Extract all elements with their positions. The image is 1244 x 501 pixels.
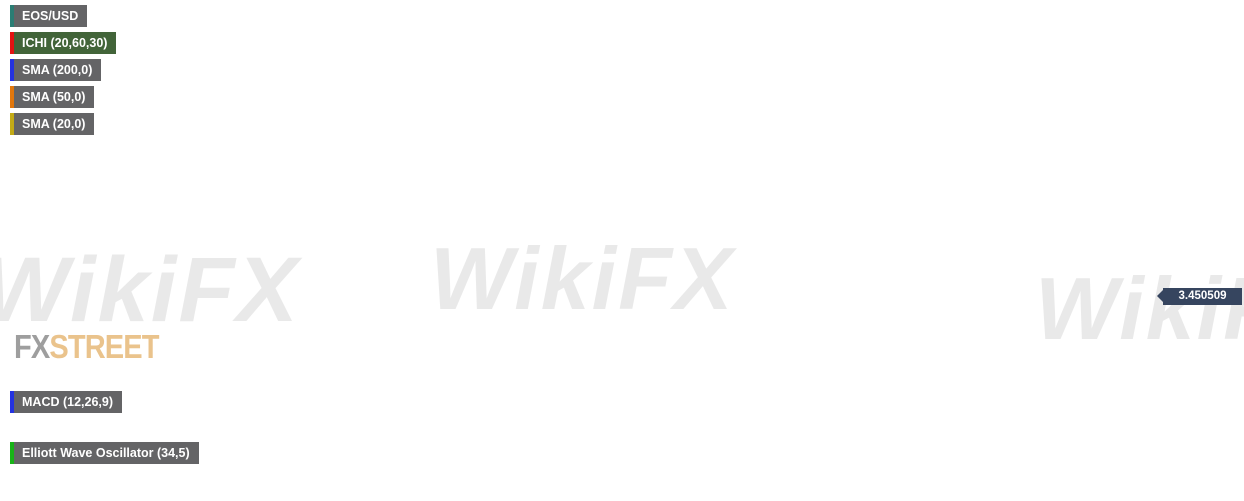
legend-color-bar [10,5,14,27]
legend-chip-symbol[interactable]: EOS/USD [10,5,88,27]
legend-color-bar [10,113,14,135]
legend-chip-label: SMA (50,0) [22,90,86,104]
legend-chip-label: SMA (20,0) [22,117,86,131]
legend-color-bar [10,391,14,413]
legend-chip-macd[interactable]: MACD (12,26,9) [10,391,122,413]
legend-color-bar [10,442,14,464]
legend-chip-ewo[interactable]: Elliott Wave Oscillator (34,5) [10,442,199,464]
fxstreet-logo-street: STREET [49,328,159,365]
legend-color-bar [10,32,14,54]
legend-color-bar [10,86,14,108]
legend-chip-sma200[interactable]: SMA (200,0) [10,59,102,81]
legend-chip-sma20[interactable]: SMA (20,0) [10,113,95,135]
legend-chip-ichimoku[interactable]: ICHI (20,60,30) [10,32,117,54]
legend-chip-label: Elliott Wave Oscillator (34,5) [22,446,190,460]
legend-chip-label: SMA (200,0) [22,63,93,77]
legend-color-bar [10,59,14,81]
legend-chip-label: ICHI (20,60,30) [22,36,108,50]
legend-chip-label: MACD (12,26,9) [22,395,113,409]
legend-chip-sma50[interactable]: SMA (50,0) [10,86,95,108]
last-price-badge: 3.450509 [1157,288,1242,305]
fxstreet-logo-fx: FX [14,328,50,365]
legend-chip-label: EOS/USD [22,9,79,23]
fxstreet-logo: FXSTREET [14,328,160,366]
